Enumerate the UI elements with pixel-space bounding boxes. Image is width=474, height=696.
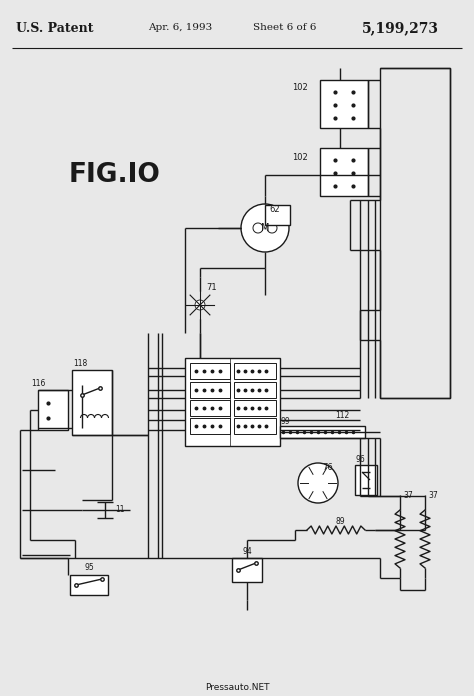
- Bar: [232, 558, 262, 582]
- Bar: [234, 400, 276, 416]
- Circle shape: [298, 463, 338, 503]
- Text: Pressauto.NET: Pressauto.NET: [205, 683, 269, 693]
- Text: FIG.IO: FIG.IO: [69, 162, 161, 188]
- Text: U.S. Patent: U.S. Patent: [16, 22, 94, 35]
- Text: 99: 99: [280, 418, 290, 427]
- Text: Apr. 6, 1993: Apr. 6, 1993: [148, 24, 212, 33]
- Bar: [234, 382, 276, 398]
- Bar: [38, 390, 68, 430]
- Bar: [234, 418, 276, 434]
- Text: 89: 89: [335, 518, 345, 526]
- Text: 94: 94: [242, 548, 252, 557]
- Bar: [190, 400, 230, 416]
- Bar: [320, 148, 368, 196]
- Bar: [190, 382, 230, 398]
- Bar: [234, 363, 276, 379]
- Text: 118: 118: [73, 360, 87, 368]
- Text: 112: 112: [335, 411, 349, 420]
- Text: 37: 37: [428, 491, 438, 500]
- Bar: [70, 575, 108, 595]
- Text: Sheet 6 of 6: Sheet 6 of 6: [253, 24, 317, 33]
- Text: 116: 116: [31, 379, 45, 388]
- Text: 102: 102: [292, 84, 308, 93]
- Bar: [72, 370, 112, 435]
- Bar: [265, 205, 290, 225]
- Text: 62: 62: [270, 205, 280, 214]
- Bar: [280, 426, 365, 438]
- Bar: [355, 465, 377, 495]
- Text: 76: 76: [323, 463, 333, 471]
- Circle shape: [241, 204, 289, 252]
- Text: 95: 95: [84, 564, 94, 573]
- Text: 37: 37: [403, 491, 413, 500]
- Text: 102: 102: [292, 154, 308, 162]
- Circle shape: [195, 300, 205, 310]
- Text: 96: 96: [355, 454, 365, 464]
- Text: 71: 71: [207, 283, 217, 292]
- Text: 11: 11: [115, 505, 125, 514]
- Bar: [190, 363, 230, 379]
- Bar: [320, 80, 368, 128]
- Bar: [185, 358, 280, 446]
- Bar: [190, 418, 230, 434]
- Text: M: M: [261, 223, 269, 233]
- Bar: [0, 0, 474, 48]
- Text: 5,199,273: 5,199,273: [362, 21, 438, 35]
- Bar: [380, 68, 450, 398]
